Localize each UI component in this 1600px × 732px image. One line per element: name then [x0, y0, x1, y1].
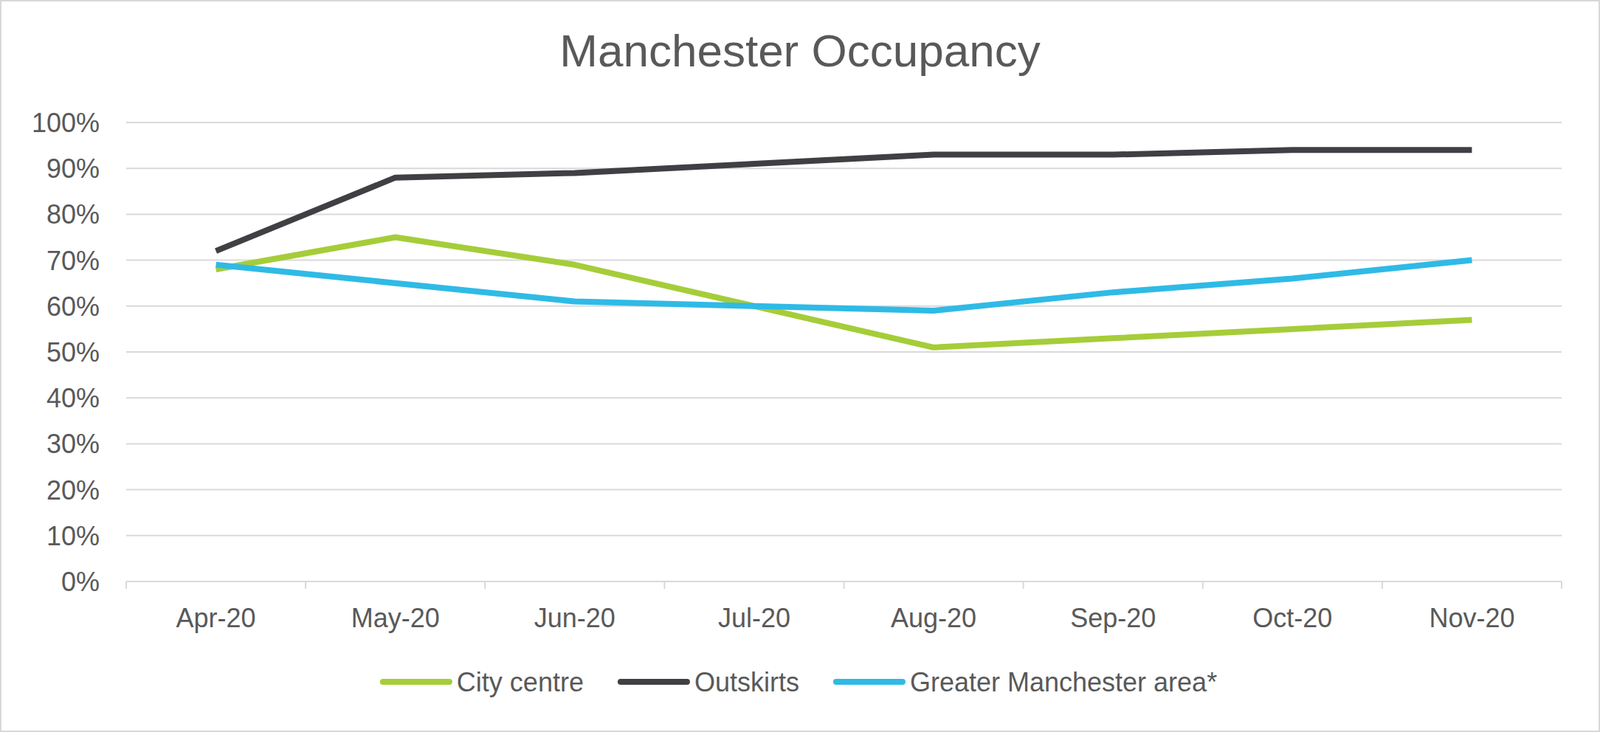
x-tick — [484, 581, 486, 589]
grid-line — [126, 121, 1562, 124]
series-line — [216, 237, 1473, 348]
legend-label: Greater Manchester area* — [909, 667, 1217, 698]
legend-swatch — [836, 678, 903, 685]
x-tick-label: Aug-20 — [890, 602, 977, 634]
x-tick — [1560, 581, 1563, 589]
chart-frame — [0, 0, 1600, 732]
y-tick-label: 60% — [46, 291, 100, 322]
plot-area — [216, 149, 1473, 347]
legend-label: Outskirts — [694, 667, 800, 698]
grid-line — [126, 397, 1562, 399]
x-tick-label: Nov-20 — [1428, 602, 1515, 634]
legend-swatch — [620, 678, 688, 685]
series-line — [216, 260, 1473, 311]
x-tick — [125, 581, 127, 589]
chart: Manchester Occupancy 0% 10% 20% 30% 40% 50% 60%… — [0, 0, 1600, 732]
legend-swatch — [383, 678, 450, 685]
y-tick-label: 90% — [46, 153, 100, 184]
legend: City centre Outskirts Greater Manchester a… — [383, 667, 1217, 698]
x-tick — [304, 581, 307, 589]
series-line — [216, 149, 1473, 251]
x-tick-label: Oct-20 — [1252, 602, 1333, 634]
y-tick-label: 30% — [46, 428, 100, 460]
grid-line — [126, 442, 1562, 445]
y-tick-label: 20% — [46, 475, 100, 506]
y-tick-label: 40% — [46, 383, 100, 414]
y-tick-label: 10% — [46, 521, 100, 552]
x-tick — [1022, 581, 1025, 589]
y-tick-label: 80% — [46, 199, 100, 230]
x-tick-label: Apr-20 — [176, 602, 257, 634]
x-tick — [1202, 581, 1204, 589]
title: Manchester Occupancy — [559, 25, 1040, 77]
legend-label: City centre — [456, 667, 584, 698]
y-tick-label: 100% — [31, 107, 100, 139]
x-tick — [843, 581, 846, 589]
y-tick-label: 0% — [61, 566, 100, 598]
grid-line — [126, 213, 1562, 215]
grid-line — [126, 259, 1562, 262]
x-tick-label: May-20 — [351, 602, 440, 634]
x-tick — [1381, 581, 1384, 589]
x-tick-label: Jun-20 — [534, 602, 616, 634]
x-tick — [663, 581, 665, 589]
y-tick-label: 50% — [46, 337, 100, 368]
grid-line — [126, 351, 1562, 353]
x-tick-label: Sep-20 — [1070, 602, 1156, 634]
x-tick-label: Jul-20 — [718, 602, 791, 634]
grid-line — [126, 167, 1562, 170]
grid-line — [126, 489, 1562, 491]
grid-line — [126, 535, 1562, 537]
y-tick-label: 70% — [46, 245, 100, 277]
